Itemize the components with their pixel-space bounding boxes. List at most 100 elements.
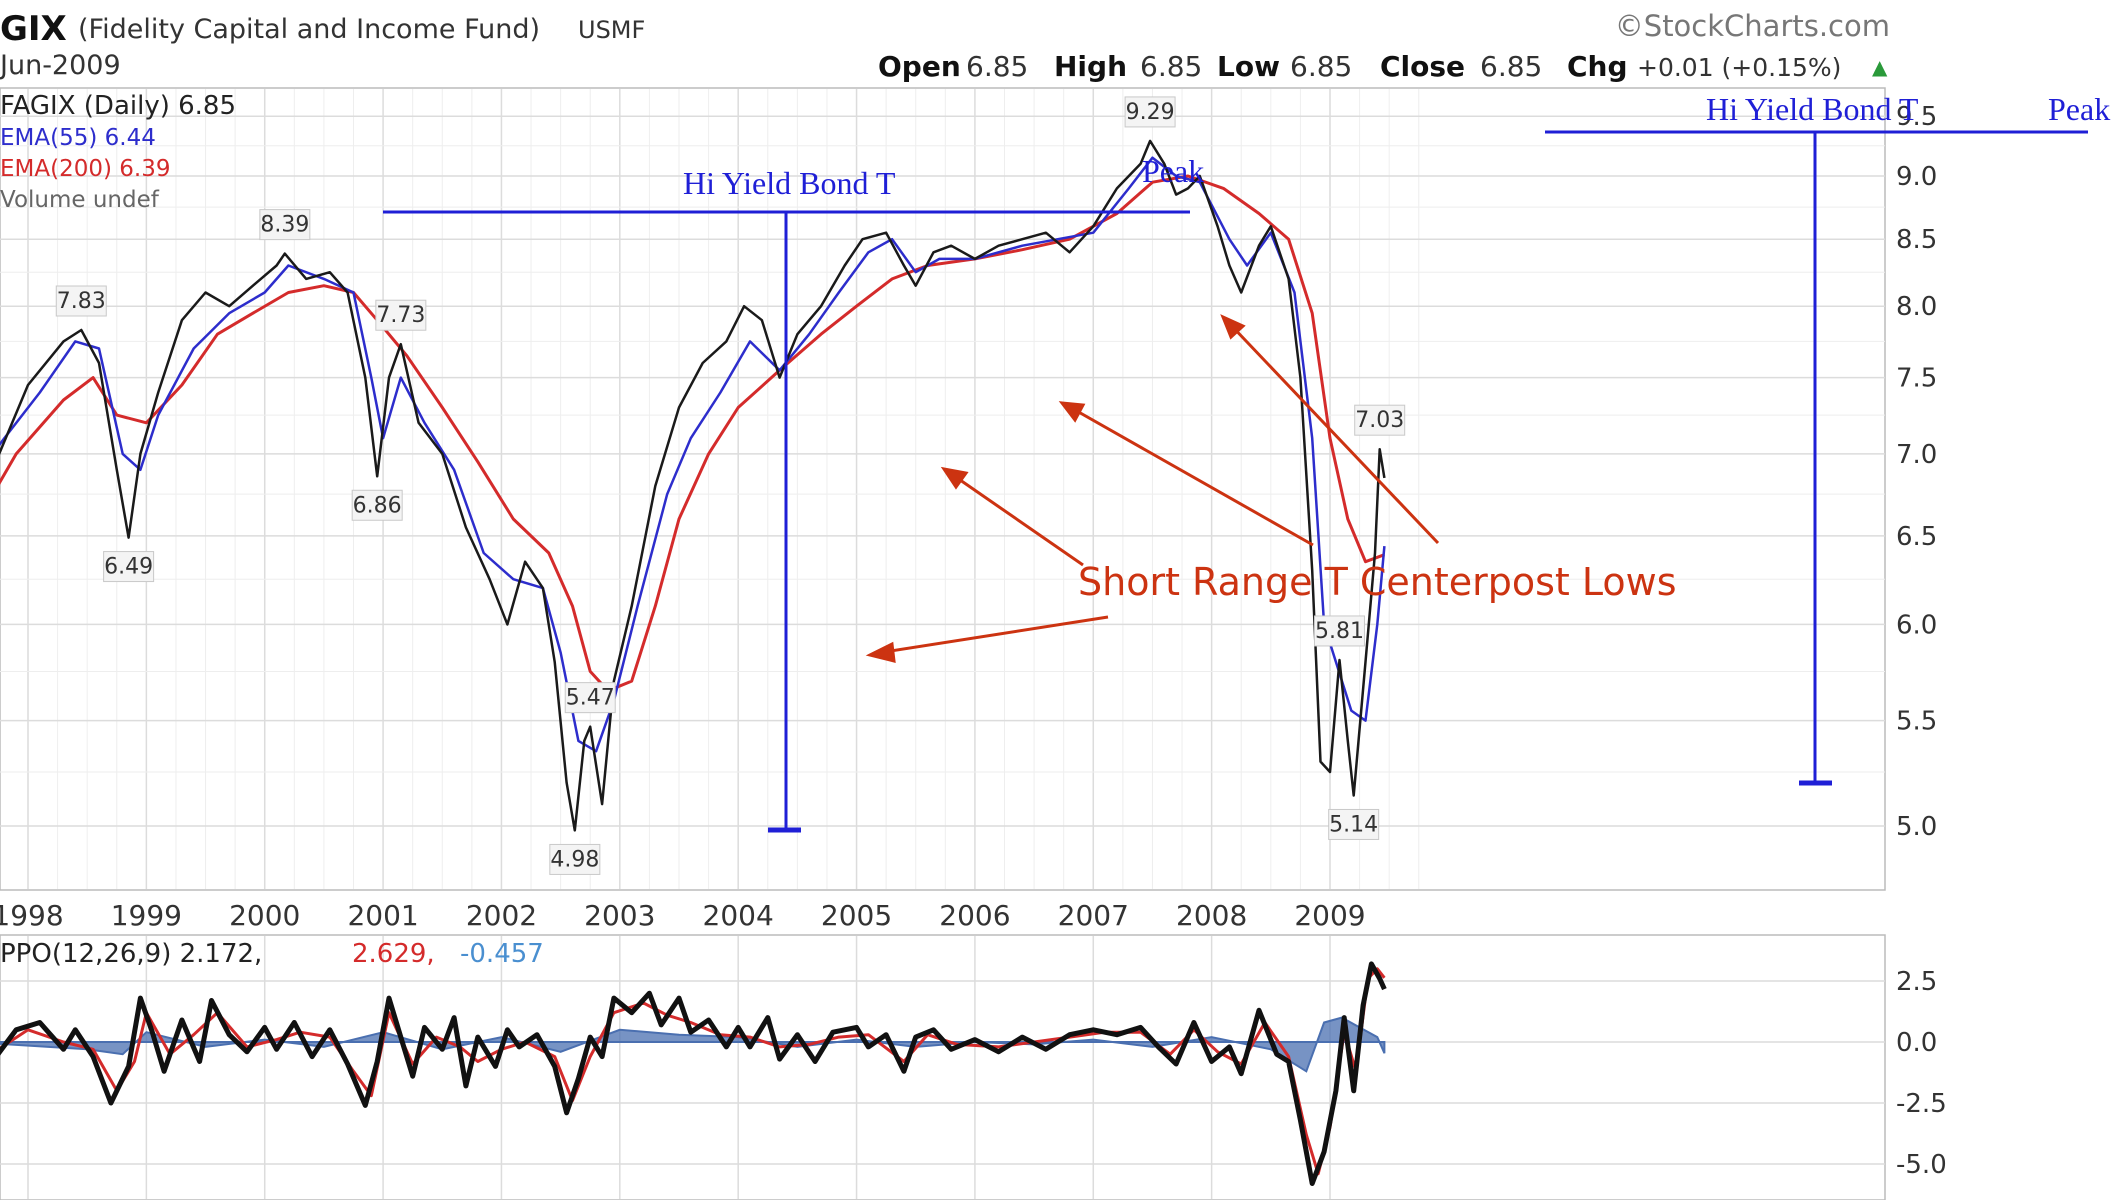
price-y-axis: 5.0 5.5 6.0 6.5 7.0 7.5 8.0 8.5 9.0 9.5	[1896, 102, 1937, 842]
t1-peak-label: Peak	[1142, 153, 1204, 189]
data-label-box	[55, 285, 107, 317]
y-tick-label: 5.5	[1896, 707, 1937, 737]
x-tick-label: 2004	[703, 899, 774, 932]
brand-label: ©StockCharts.com	[1615, 9, 1890, 43]
arrow-line-3	[1067, 404, 1314, 547]
data-label-box	[564, 682, 616, 714]
chg-label: Chg	[1567, 50, 1628, 83]
data-label: 7.73	[375, 299, 427, 331]
data-label-text: 5.81	[1315, 619, 1364, 644]
arrow-head-3	[1058, 401, 1086, 423]
x-tick-label: 2009	[1294, 899, 1365, 932]
up-arrow-icon: ▲	[1872, 55, 1888, 79]
y-tick-label: 9.5	[1896, 102, 1937, 132]
y-tick-label: 5.0	[1896, 812, 1937, 842]
data-label-group: 7.83 6.49 8.39 6.86 7.73 5.47 4.98 9.29 5.81 5.14…	[55, 96, 1406, 875]
legend-ema55: EMA(55) 6.44	[0, 125, 156, 151]
close-value: 6.85	[1480, 50, 1542, 83]
ppo-grid	[0, 936, 1885, 1199]
ppo-series-group	[0, 961, 1387, 1186]
x-tick-label: 2000	[229, 899, 300, 932]
y-tick-label: 7.5	[1896, 364, 1937, 394]
x-tick-label: 2001	[347, 899, 418, 932]
data-label-box	[259, 209, 311, 241]
chart-date: Jun-2009	[0, 50, 121, 81]
ppo-y-axis: 2.5 0.0 -2.5 -5.0	[1896, 967, 1947, 1180]
ppo-tick-label: -5.0	[1896, 1150, 1947, 1180]
y-tick-label: 8.0	[1896, 292, 1937, 322]
data-label-box	[1124, 96, 1176, 128]
data-label-box	[1313, 615, 1365, 647]
data-label-text: 6.86	[353, 493, 402, 518]
y-tick-label: 7.0	[1896, 440, 1937, 470]
y-tick-label: 9.0	[1896, 162, 1937, 192]
ppo-tick-label: 2.5	[1896, 967, 1937, 997]
low-value: 6.85	[1290, 50, 1352, 83]
legend-volume: Volume undef	[0, 187, 160, 213]
ppo-legend-hist: -0.457	[460, 939, 544, 969]
ppo-tick-label: -2.5	[1896, 1089, 1947, 1119]
legend-price: FAGIX (Daily) 6.85	[0, 91, 236, 121]
high-value: 6.85	[1140, 50, 1202, 83]
data-label: 5.81	[1313, 615, 1365, 647]
open-label: Open	[878, 50, 961, 83]
price-line	[0, 139, 1386, 832]
arrow-head-2	[940, 466, 969, 490]
price-panel-frame	[0, 87, 1886, 891]
ppo-legend: PPO(12,26,9) 2.172, 2.629, -0.457	[0, 939, 544, 969]
arrow-line-2	[949, 471, 1084, 567]
data-label-text: 7.83	[57, 289, 106, 314]
ppo-legend-label: PPO(12,26,9) 2.172,	[0, 939, 262, 969]
arrow-line-4	[1226, 320, 1440, 545]
arrow-head-4	[1220, 314, 1246, 340]
annotation-layer: Hi Yield Bond T Peak Hi Yield Bond T Pea…	[383, 91, 2110, 833]
legend-ema200: EMA(200) 6.39	[0, 156, 170, 182]
close-label: Close	[1380, 50, 1465, 83]
low-label: Low	[1217, 50, 1280, 83]
y-tick-label: 6.5	[1896, 522, 1937, 552]
chg-value: +0.01 (+0.15%)	[1637, 53, 1841, 82]
data-label: 8.39	[259, 209, 311, 241]
data-label: 7.03	[1354, 404, 1406, 436]
x-tick-label: 2007	[1058, 899, 1129, 932]
data-label-box	[103, 551, 155, 583]
chart-title-ticker: GIX	[0, 9, 67, 49]
data-label-text: 5.47	[566, 686, 615, 711]
data-label-text: 4.98	[550, 847, 599, 872]
x-tick-label: 2002	[466, 899, 537, 932]
data-label: 6.49	[103, 551, 155, 583]
t2-label: Hi Yield Bond T	[1706, 91, 1919, 127]
data-label: 5.47	[564, 682, 616, 714]
chart-title-name: (Fidelity Capital and Income Fund)	[78, 14, 540, 45]
y-tick-label: 8.5	[1896, 225, 1937, 255]
data-label-text: 7.73	[376, 303, 425, 328]
data-label-box	[1328, 808, 1380, 840]
t1-label: Hi Yield Bond T	[683, 165, 896, 201]
chart-exchange: USMF	[578, 16, 645, 44]
open-value: 6.85	[966, 50, 1028, 83]
ppo-tick-label: 0.0	[1896, 1028, 1937, 1058]
data-label-box	[351, 489, 403, 521]
data-label: 9.29	[1124, 96, 1176, 128]
centerpost-arrows	[865, 314, 1440, 663]
data-label: 4.98	[549, 843, 601, 875]
price-grid	[0, 89, 1885, 889]
data-label-box	[1354, 404, 1406, 436]
date-x-axis: 1998 1999 2000 2001 2002 2003 2004 2005 2006 2007…	[0, 899, 1366, 932]
ppo-panel-frame	[0, 934, 1886, 1201]
x-tick-label: 2005	[821, 899, 892, 932]
centerpost-label: Short Range T Centerpost Lows	[1078, 560, 1677, 604]
data-label-box	[549, 843, 601, 875]
arrow-line-1	[877, 615, 1109, 655]
x-tick-label: 2006	[939, 899, 1010, 932]
high-label: High	[1054, 50, 1127, 83]
ppo-legend-signal: 2.629,	[352, 939, 435, 969]
x-tick-label: 2008	[1176, 899, 1247, 932]
ohlc-readout: Open 6.85 High 6.85 Low 6.85 Close 6.85 …	[878, 50, 1888, 83]
data-label-text: 7.03	[1355, 408, 1404, 433]
ema55-line	[0, 156, 1386, 753]
price-legend: FAGIX (Daily) 6.85 EMA(55) 6.44 EMA(200)…	[0, 91, 236, 213]
data-label: 5.14	[1328, 808, 1380, 840]
x-tick-label: 2003	[584, 899, 655, 932]
